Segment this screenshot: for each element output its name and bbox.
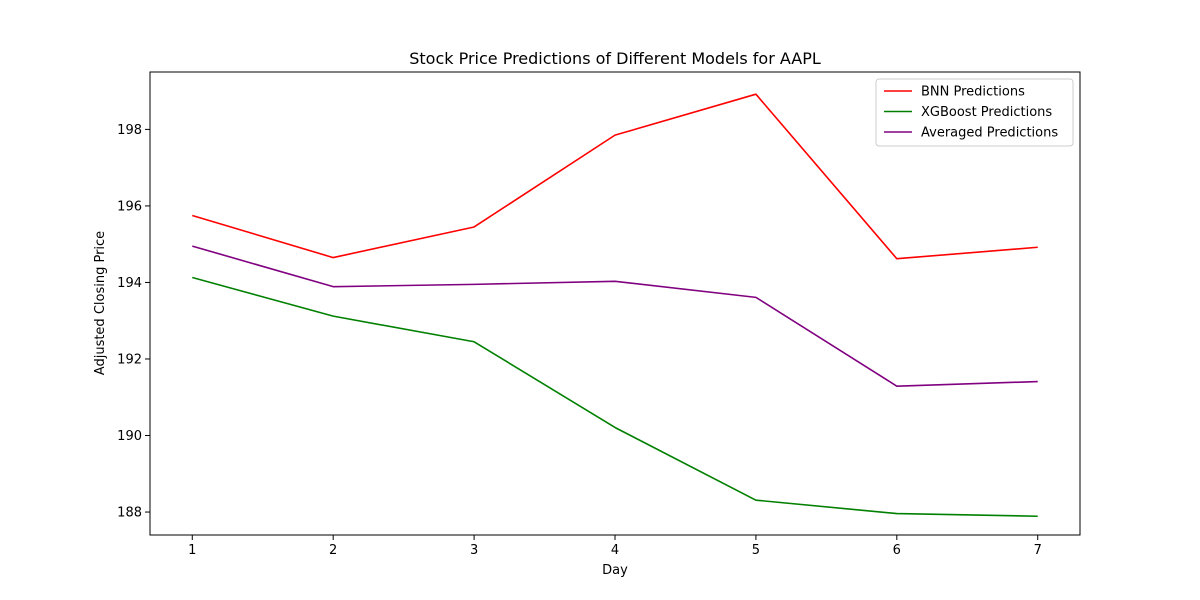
y-tick-label: 188 [117,506,142,521]
x-tick-label: 6 [893,543,901,558]
x-tick-label: 7 [1034,543,1042,558]
y-tick-label: 194 [117,276,142,291]
x-tick-label: 5 [752,543,760,558]
series-line-1 [192,93,1038,260]
y-tick-label: 196 [117,199,142,214]
x-tick-label: 3 [470,543,478,558]
plot-area [192,93,1038,518]
x-tick-label: 2 [329,543,337,558]
series-line-3 [192,245,1038,387]
x-tick-label: 4 [611,543,619,558]
legend-entry: XGBoost Predictions [921,105,1052,120]
x-tick-label: 1 [188,543,196,558]
y-axis-label: Adjusted Closing Price [93,231,108,375]
legend-box [875,78,1074,147]
chart-title: Stock Price Predictions of Different Mod… [409,49,821,68]
legend-entry: BNN Predictions [921,85,1025,100]
y-tick-label: 198 [117,123,142,138]
series-line-2 [192,276,1038,518]
legend: BNN Predictions XGBoost Predictions Averag… [875,78,1074,147]
x-axis-label: Day [602,563,628,578]
legend-entry: Averaged Predictions [921,126,1058,141]
y-axis: 188 190 192 194 196 198 [117,123,150,521]
y-tick-label: 190 [117,429,142,444]
y-tick-label: 192 [117,352,142,367]
x-axis: 1 2 3 4 5 6 7 [188,535,1042,558]
